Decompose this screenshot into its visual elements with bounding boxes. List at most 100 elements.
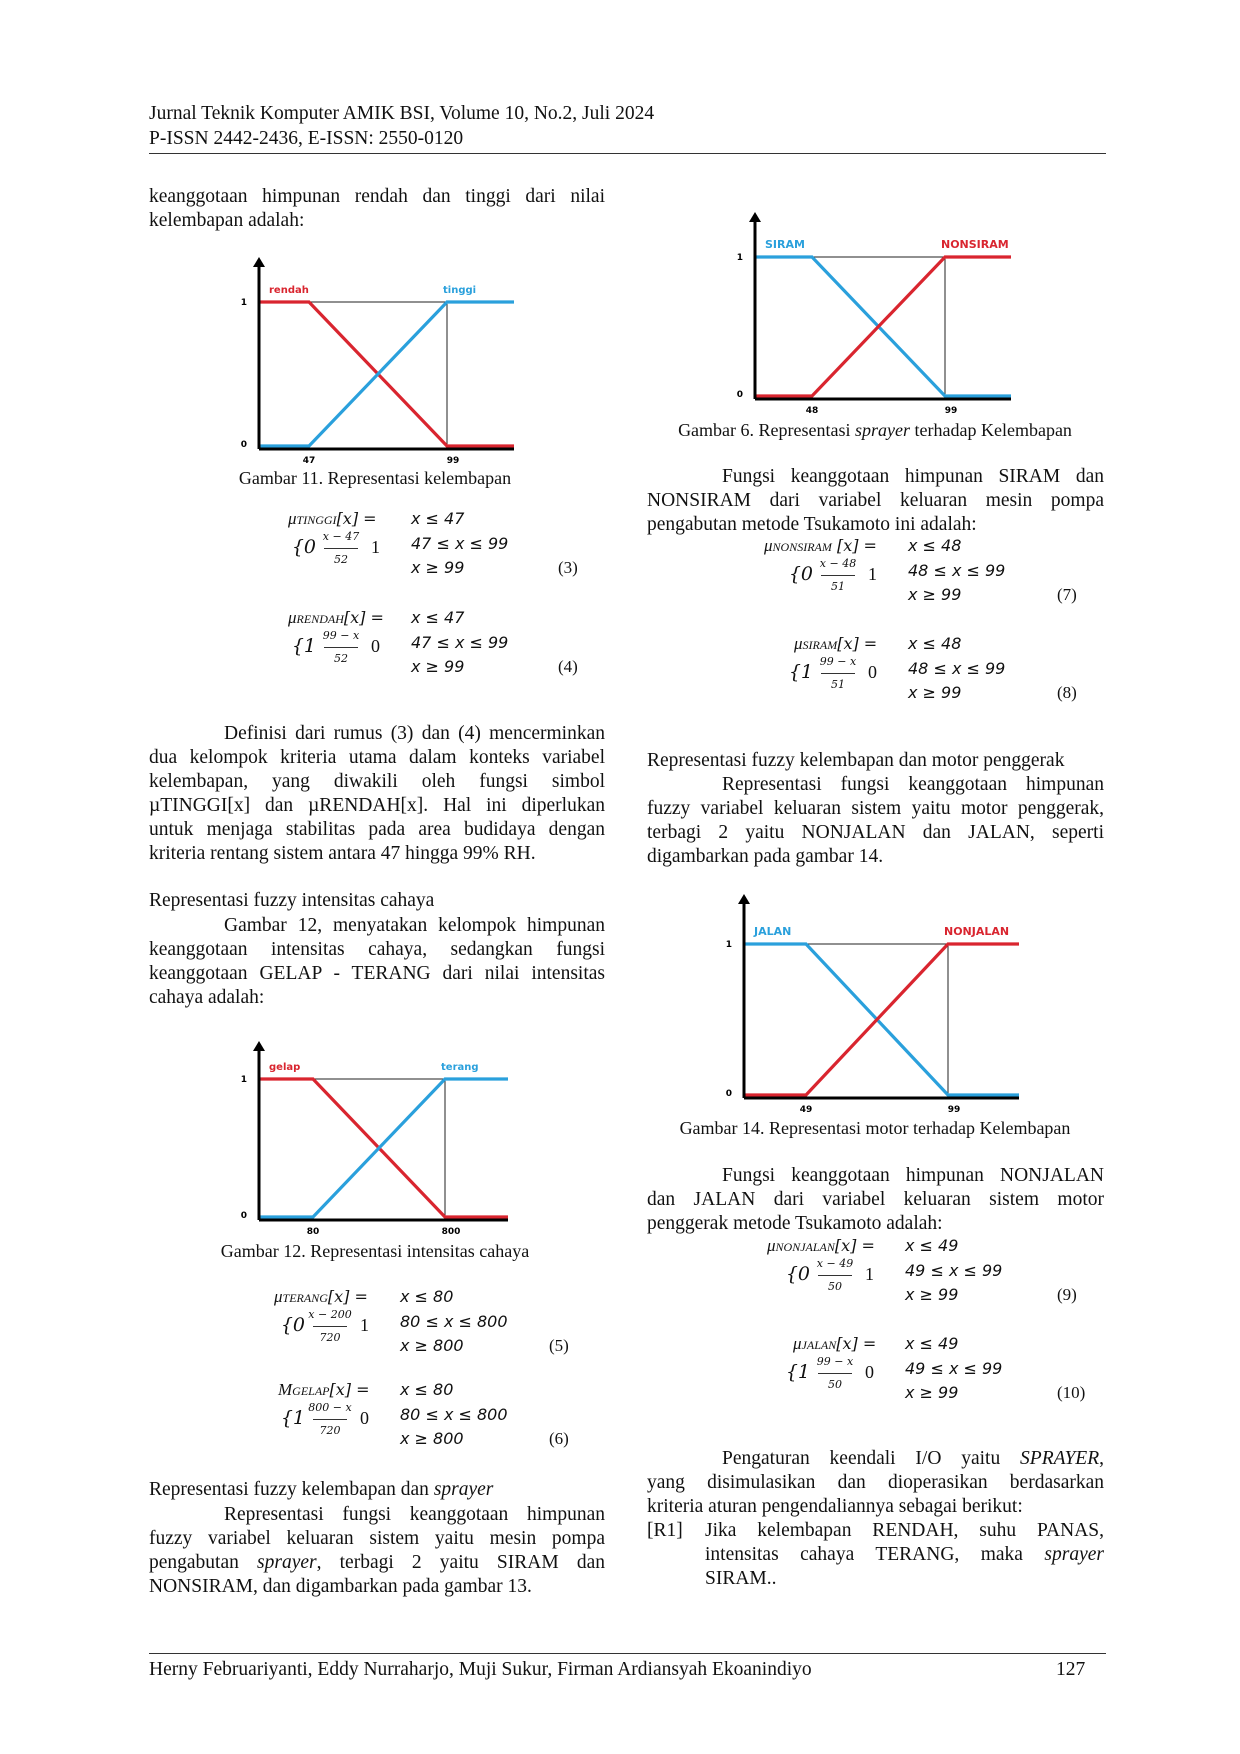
italic-run: sprayer <box>433 1479 494 1500</box>
text-line: digambarkan pada gambar 14. <box>647 846 884 867</box>
text-line: Pengaturan keendali I/O yaitu SPRAYER, <box>722 1447 1104 1471</box>
equation-number: (4) <box>558 657 578 676</box>
text-line: Representasi fuzzy kelembapan dan spraye… <box>149 1478 493 1502</box>
numerator: x − 47 <box>322 530 360 543</box>
y-tick-label: 1 <box>726 940 732 950</box>
header-rule <box>149 153 1106 154</box>
brace-open: {1 <box>291 635 316 657</box>
numerator: x − 49 <box>816 1257 854 1270</box>
argument: [x] = <box>837 634 878 653</box>
subscript: NONSIRAM <box>772 540 832 554</box>
denominator: 51 <box>831 580 845 593</box>
x-tick-label: 48 <box>806 406 819 416</box>
set-label: tinggi <box>443 285 476 296</box>
y-tick-label: 0 <box>726 1089 732 1099</box>
x-tick-label: 800 <box>442 1227 461 1237</box>
text-line: kelembapan adalah: <box>149 210 305 231</box>
page-number: 127 <box>1056 1659 1086 1680</box>
condition: x ≥ 99 <box>411 657 465 676</box>
rising-set <box>755 255 1011 398</box>
condition: x ≥ 99 <box>905 1285 959 1304</box>
text-run: intensitas cahaya TERANG, maka <box>705 1544 1045 1565</box>
numerator: x − 200 <box>308 1308 352 1321</box>
text-line: Representasi fungsi keanggotaan himpunan <box>722 774 1104 795</box>
condition: x ≥ 99 <box>411 558 465 577</box>
brace-open: {1 <box>785 1361 810 1383</box>
condition: x ≤ 48 <box>908 634 962 653</box>
fraction-bar <box>324 548 358 549</box>
text-run: Representasi fuzzy kelembapan dan <box>149 1479 434 1500</box>
equation-number: (3) <box>558 558 578 577</box>
equation-lhs: MGELAP[x] = <box>278 1380 370 1400</box>
condition: x ≥ 99 <box>905 1383 959 1402</box>
argument: [x] = <box>327 1287 368 1306</box>
text-run: , terbagi 2 yaitu SIRAM dan <box>316 1552 605 1573</box>
equation-number: (6) <box>549 1429 569 1448</box>
numerator: 99 − x <box>816 1355 854 1368</box>
condition: 80 ≤ x ≤ 800 <box>400 1404 508 1424</box>
text-line: Fungsi keanggotaan himpunan SIRAM dan <box>722 466 1104 487</box>
condition: x ≥ 99 <box>908 585 962 604</box>
brace-open: {0 <box>291 536 316 558</box>
brace-open: {1 <box>788 661 813 683</box>
brace-close: 0 <box>360 1408 369 1428</box>
subscript: JALAN <box>801 1338 837 1352</box>
equation-number: (5) <box>549 1336 569 1355</box>
symbol: μ <box>767 1236 776 1255</box>
footer-rule <box>149 1653 1106 1654</box>
denominator: 720 <box>319 1331 341 1344</box>
text-line: intensitas cahaya TERANG, maka sprayer <box>705 1543 1104 1567</box>
numerator: 99 − x <box>322 629 360 642</box>
condition: x ≥ 800 <box>400 1429 464 1448</box>
text-line: Jika kelembapan RENDAH, suhu PANAS, <box>705 1520 1104 1541</box>
x-tick-label: 99 <box>945 406 958 416</box>
denominator: 52 <box>334 652 348 665</box>
falling-set <box>744 942 1019 1097</box>
brace-close: 0 <box>868 662 877 682</box>
argument: [x] = <box>329 1380 370 1399</box>
text-run: , <box>1099 1448 1104 1469</box>
text-line: terbagi 2 yaitu NONJALAN dan JALAN, sepe… <box>647 822 1104 843</box>
denominator: 50 <box>828 1378 842 1391</box>
journal-title: Jurnal Teknik Komputer AMIK BSI, Volume … <box>149 103 655 124</box>
set-label: rendah <box>269 285 309 296</box>
symbol: μ <box>794 634 803 653</box>
equation-number: (8) <box>1057 683 1077 702</box>
equation-lhs: μTERANG[x] = <box>274 1287 368 1307</box>
fraction-bar <box>818 1275 852 1276</box>
text-line: Gambar 11. Representasi kelembapan <box>238 468 512 488</box>
italic-run: sprayer <box>257 1552 317 1573</box>
fraction-bar <box>821 673 855 674</box>
text-line: kriteria rentang sistem antara 47 hingga… <box>149 843 536 864</box>
equation-lhs: μSIRAM[x] = <box>794 634 877 654</box>
rule-label: [R1] <box>647 1520 683 1541</box>
denominator: 50 <box>828 1280 842 1293</box>
condition: 48 ≤ x ≤ 99 <box>908 658 1006 678</box>
x-tick-label: 80 <box>307 1227 320 1237</box>
text-line: SIRAM.. <box>705 1568 777 1589</box>
text-line: Gambar 14. Representasi motor terhadap K… <box>679 1118 1071 1138</box>
text-line: NONSIRAM, dan digambarkan pada gambar 13… <box>149 1576 532 1597</box>
text-line: pengabutan metode Tsukamoto ini adalah: <box>647 514 977 535</box>
equation-lhs: μRENDAH[x] = <box>288 608 384 628</box>
text-line: Representasi fuzzy kelembapan dan motor … <box>647 750 1065 771</box>
symbol: μ <box>288 509 297 528</box>
subscript: SIRAM <box>802 638 838 652</box>
brace-close: 1 <box>865 1264 874 1284</box>
equation-lhs: μNONJALAN[x] = <box>767 1236 875 1256</box>
y-tick-label: 0 <box>241 1211 247 1221</box>
brace-open: {0 <box>785 1263 810 1285</box>
text-line: untuk menjaga stabilitas pada area budid… <box>149 819 605 840</box>
equation-number: (10) <box>1057 1383 1086 1402</box>
condition: 47 ≤ x ≤ 99 <box>411 533 509 553</box>
condition: 49 ≤ x ≤ 99 <box>905 1358 1003 1378</box>
x-tick-label: 49 <box>800 1105 813 1115</box>
axis-arrow <box>253 1041 265 1051</box>
text-line: fuzzy variabel keluaran sistem yaitu mes… <box>149 1528 605 1549</box>
x-tick-label: 99 <box>447 456 460 466</box>
subscript: NONJALAN <box>775 1240 835 1254</box>
italic-run: SPRAYER <box>1020 1448 1100 1469</box>
argument: [x] = <box>831 536 877 555</box>
issn: P-ISSN 2442-2436, E-ISSN: 2550-0120 <box>149 128 464 149</box>
